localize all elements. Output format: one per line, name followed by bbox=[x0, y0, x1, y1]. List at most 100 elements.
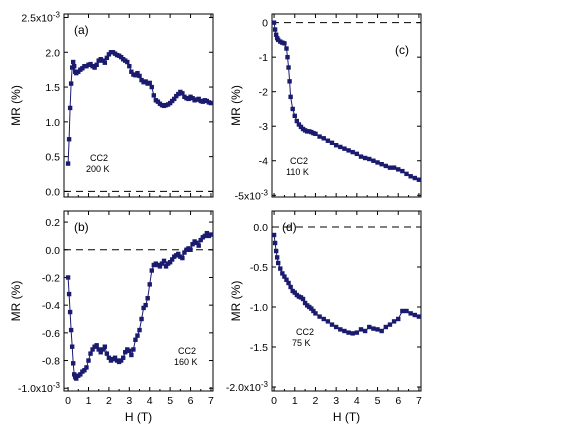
data-point bbox=[208, 100, 214, 106]
data-point bbox=[131, 347, 136, 352]
data-point bbox=[92, 65, 97, 70]
data-point bbox=[151, 93, 157, 98]
data-point bbox=[286, 280, 291, 286]
data-point bbox=[86, 358, 91, 363]
data-point bbox=[282, 274, 287, 279]
data-point bbox=[145, 296, 150, 301]
data-point bbox=[288, 94, 293, 100]
data-point bbox=[157, 264, 163, 269]
data-point bbox=[342, 328, 347, 334]
data-point bbox=[139, 316, 144, 322]
data-point bbox=[68, 327, 74, 333]
data-point bbox=[112, 355, 118, 360]
y-tick-label: -2 bbox=[259, 87, 268, 99]
data-point bbox=[391, 319, 397, 324]
y-tick-label: -4 bbox=[259, 156, 268, 168]
data-point bbox=[123, 350, 128, 355]
data-point bbox=[396, 167, 401, 172]
y-tick-label: -0.8 bbox=[42, 356, 60, 368]
x-tick-label: 1 bbox=[292, 395, 298, 407]
data-point bbox=[67, 105, 73, 111]
data-point bbox=[294, 118, 300, 124]
x-tick-label: 0 bbox=[65, 395, 71, 407]
y-axis-label: MR (%) bbox=[9, 85, 23, 126]
data-point bbox=[129, 69, 134, 74]
data-point bbox=[375, 160, 380, 165]
data-point bbox=[286, 65, 291, 70]
y-tick-label: 2.0 bbox=[45, 47, 60, 59]
y-tick-label: -1.0x10-3 bbox=[18, 381, 61, 395]
panel-label-c: (c) bbox=[395, 43, 409, 57]
y-tick-label: -0.5 bbox=[250, 262, 268, 274]
x-tick-label: 2 bbox=[313, 395, 319, 407]
x-axis-label: H (T) bbox=[125, 410, 152, 424]
data-point bbox=[379, 161, 384, 167]
data-point bbox=[182, 250, 187, 255]
data-point bbox=[346, 330, 351, 335]
annotation-line: 160 K bbox=[174, 357, 198, 367]
data-point bbox=[172, 96, 177, 102]
panel-d: 0 1 2 3 4 5 6 7 -2.0x10-3 -1.5 -1.0 -0.5 0.0 H (T) MR … bbox=[226, 210, 422, 424]
data-point bbox=[118, 358, 124, 363]
data-point bbox=[333, 324, 339, 330]
data-point bbox=[127, 63, 132, 69]
data-point bbox=[300, 296, 306, 302]
y-tick-label: 0.0 bbox=[45, 186, 60, 198]
annotation-line: CC2 bbox=[90, 153, 108, 163]
data-point bbox=[272, 240, 278, 246]
data-point bbox=[284, 277, 289, 282]
y-tick-label: 1.5 bbox=[45, 82, 60, 94]
data-point bbox=[135, 333, 140, 338]
data-point bbox=[274, 255, 280, 260]
y-tick-label: -1 bbox=[259, 52, 268, 64]
data-point bbox=[292, 290, 297, 295]
data-point bbox=[135, 70, 140, 76]
data-point bbox=[72, 372, 77, 377]
data-point bbox=[280, 271, 285, 276]
data-point bbox=[313, 131, 318, 137]
data-point bbox=[102, 60, 108, 65]
data-point bbox=[271, 20, 277, 25]
data-point bbox=[137, 327, 142, 333]
data-point bbox=[412, 312, 417, 318]
data-point bbox=[196, 243, 201, 248]
data-point bbox=[149, 84, 154, 90]
data-point bbox=[404, 171, 409, 177]
data-point bbox=[147, 80, 152, 86]
panel-b: 0 1 2 3 4 5 6 7 -1.0x10-3 -0.8 -0.6 -0.4 -0.2 0.0 0.2 H… bbox=[9, 210, 214, 424]
plot-frame bbox=[63, 13, 214, 198]
data-point bbox=[313, 311, 318, 316]
data-point bbox=[396, 316, 401, 322]
data-point bbox=[88, 351, 93, 356]
x-tick-label: 5 bbox=[375, 395, 381, 407]
panel-label-a: (a) bbox=[74, 23, 89, 37]
data-point bbox=[325, 138, 331, 143]
data-point bbox=[309, 306, 314, 311]
data-point bbox=[321, 136, 326, 141]
data-point bbox=[272, 27, 278, 32]
data-point bbox=[321, 316, 326, 322]
data-point bbox=[94, 62, 99, 67]
data-point bbox=[354, 151, 360, 157]
data-point bbox=[202, 233, 208, 239]
data-point bbox=[65, 161, 71, 166]
data-point bbox=[285, 54, 290, 60]
plot-frame bbox=[271, 210, 422, 392]
data-point bbox=[74, 376, 79, 381]
data-point bbox=[129, 352, 134, 358]
data-point bbox=[371, 326, 376, 331]
data-point bbox=[104, 55, 110, 61]
data-point bbox=[416, 314, 422, 319]
data-point bbox=[68, 81, 74, 86]
data-point bbox=[67, 309, 73, 315]
data-point bbox=[288, 284, 293, 290]
y-tick-label: 0 bbox=[262, 18, 268, 30]
data-point bbox=[167, 260, 173, 265]
data-point bbox=[317, 314, 322, 319]
data-point bbox=[149, 268, 154, 273]
data-point bbox=[127, 348, 132, 354]
data-point bbox=[329, 140, 335, 145]
data-point bbox=[190, 242, 195, 247]
